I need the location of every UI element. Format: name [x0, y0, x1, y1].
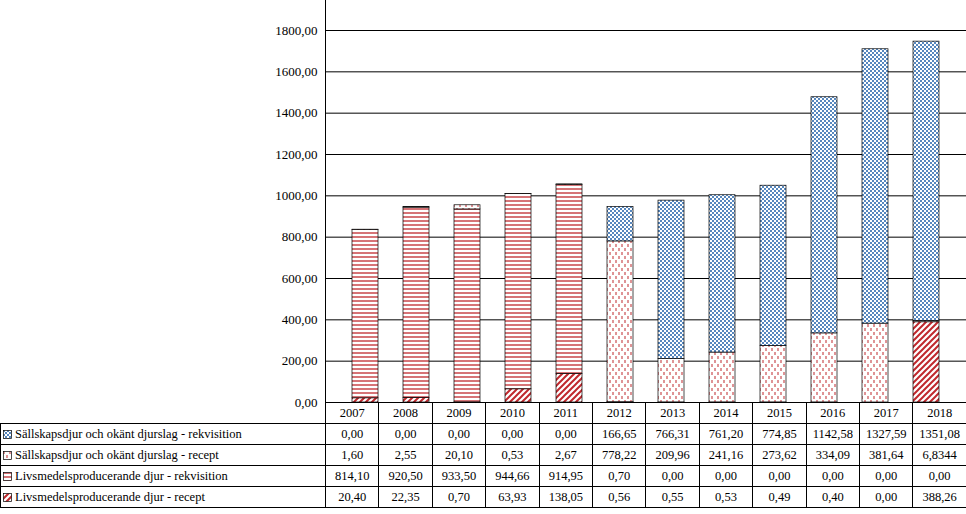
html-text:2,55: 2,55 — [394, 447, 417, 462]
html-text:381,64: 381,64 — [869, 447, 904, 462]
svg-text:800,00: 800,00 — [282, 229, 318, 244]
html-text:774,85: 774,85 — [762, 426, 797, 441]
html-text:2009: 2009 — [446, 405, 472, 420]
html-text:933,50: 933,50 — [441, 468, 477, 483]
html-text:6,8344: 6,8344 — [922, 447, 957, 462]
html-text:0,00: 0,00 — [394, 426, 417, 441]
html-text:209,96: 209,96 — [655, 447, 690, 462]
html-text:0,00: 0,00 — [768, 468, 791, 483]
html-text:2012: 2012 — [606, 405, 632, 420]
html-text:22,35: 22,35 — [391, 489, 420, 504]
html-text:2018: 2018 — [927, 405, 953, 420]
html-text:2011: 2011 — [553, 405, 579, 420]
html-text:0,00: 0,00 — [501, 426, 524, 441]
html-text:2007: 2007 — [339, 405, 365, 420]
html-text:0,00: 0,00 — [821, 468, 844, 483]
html-text:63,93: 63,93 — [498, 489, 527, 504]
html-text:138,05: 138,05 — [548, 489, 583, 504]
html-text:2,67: 2,67 — [554, 447, 577, 462]
svg-text:400,00: 400,00 — [282, 312, 318, 327]
html-text:2017: 2017 — [873, 405, 899, 420]
html-text:0,56: 0,56 — [608, 489, 631, 504]
html-text:920,50: 920,50 — [388, 468, 423, 483]
html-text:0,00: 0,00 — [715, 468, 737, 483]
html-text:334,09: 334,09 — [815, 447, 850, 462]
svg-text:1200,00: 1200,00 — [275, 147, 317, 162]
svg-text:1400,00: 1400,00 — [275, 105, 317, 120]
html-text:0,00: 0,00 — [875, 489, 898, 504]
html-text:2008: 2008 — [393, 405, 419, 420]
html-text:0,53: 0,53 — [715, 489, 737, 504]
svg-text:1000,00: 1000,00 — [275, 188, 317, 203]
html-text:0,00: 0,00 — [448, 426, 470, 441]
html-text:0,00: 0,00 — [554, 426, 577, 441]
html-text:Livsmedelsproducerande djur -: Livsmedelsproducerande djur - recept — [15, 489, 205, 504]
svg-text:1800,00: 1800,00 — [275, 23, 317, 38]
html-text:Sällskapsdjur och okänt djursl: Sällskapsdjur och okänt djurslag - rekvi… — [15, 426, 242, 441]
html-text:0,70: 0,70 — [608, 468, 631, 483]
svg-text:200,00: 200,00 — [282, 353, 318, 368]
html-text:388,26: 388,26 — [922, 489, 957, 504]
html-text:1327,59: 1327,59 — [866, 426, 907, 441]
html-text:914,95: 914,95 — [548, 468, 583, 483]
html-text:1,60: 1,60 — [341, 447, 364, 462]
html-text:166,65: 166,65 — [602, 426, 637, 441]
html-text:20,10: 20,10 — [445, 447, 474, 462]
html-text:Sällskapsdjur och okänt djursl: Sällskapsdjur och okänt djurslag - recep… — [15, 447, 219, 462]
html-text:2016: 2016 — [820, 405, 846, 420]
html-text:273,62: 273,62 — [762, 447, 797, 462]
html-text:814,10: 814,10 — [335, 468, 370, 483]
html-text:2013: 2013 — [660, 405, 686, 420]
html-text:0,40: 0,40 — [821, 489, 844, 504]
html-text:0,00: 0,00 — [341, 426, 364, 441]
html-text:0,53: 0,53 — [501, 447, 524, 462]
html-text:0,00: 0,00 — [928, 468, 951, 483]
html-text:1351,08: 1351,08 — [919, 426, 960, 441]
svg-text:1600,00: 1600,00 — [275, 64, 317, 79]
html-text:0,70: 0,70 — [448, 489, 470, 504]
svg-text:0,00: 0,00 — [294, 394, 318, 410]
html-text:0,00: 0,00 — [661, 468, 684, 483]
html-text:241,16: 241,16 — [708, 447, 744, 462]
html-text:20,40: 20,40 — [338, 489, 367, 504]
html-text:778,22: 778,22 — [602, 447, 637, 462]
html-text:Livsmedelsproducerande djur -: Livsmedelsproducerande djur - rekvisitio… — [15, 468, 228, 483]
html-text:0,55: 0,55 — [661, 489, 684, 504]
html-text:1142,58: 1142,58 — [812, 426, 853, 441]
html-text:2010: 2010 — [499, 405, 525, 420]
svg-text:600,00: 600,00 — [282, 271, 318, 286]
html-text:766,31: 766,31 — [655, 426, 690, 441]
html-text:2015: 2015 — [767, 405, 792, 420]
html-text:761,20: 761,20 — [708, 426, 744, 441]
html-text:0,00: 0,00 — [875, 468, 898, 483]
html-text:2014: 2014 — [713, 405, 739, 420]
html-text:0,49: 0,49 — [768, 489, 791, 504]
html-text:944,66: 944,66 — [495, 468, 530, 483]
